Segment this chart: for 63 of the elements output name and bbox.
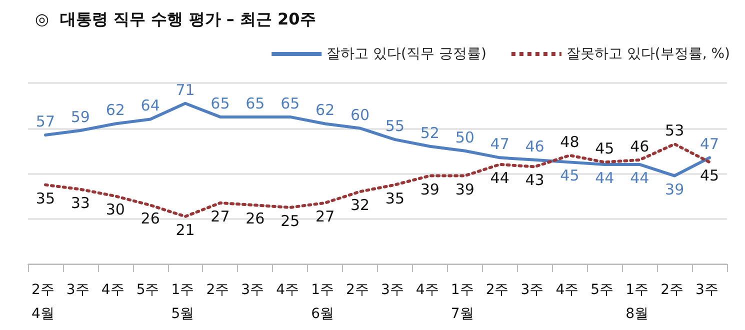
data-label: 27 xyxy=(316,207,335,226)
data-label: 64 xyxy=(140,96,160,115)
data-label: 26 xyxy=(140,210,160,228)
x-tick-label: 4주 xyxy=(556,282,579,298)
data-label: 45 xyxy=(595,140,614,158)
x-tick-label: 1주 6월 xyxy=(311,282,334,322)
data-label: 52 xyxy=(420,124,440,142)
data-label: 71 xyxy=(176,80,195,99)
data-label: 47 xyxy=(490,135,510,154)
data-label: 46 xyxy=(630,137,650,156)
x-tick-label: 3주 xyxy=(241,282,264,298)
data-label: 65 xyxy=(210,94,230,112)
x-tick-label: 1주 5월 xyxy=(171,282,194,322)
data-label: 65 xyxy=(246,94,265,112)
x-tick-label: 3주 xyxy=(696,282,718,298)
data-label: 39 xyxy=(665,180,684,198)
data-label: 27 xyxy=(210,207,230,226)
data-label: 62 xyxy=(106,101,125,120)
data-label: 53 xyxy=(665,122,684,140)
x-tick-label: 4주 xyxy=(101,282,124,298)
x-tick-label: 1주 8월 xyxy=(626,282,649,322)
x-tick-label: 2주 xyxy=(660,282,684,298)
x-tick-label: 5주 xyxy=(136,282,160,298)
x-tick-label: 2주 xyxy=(206,282,230,298)
x-tick-label: 2주 xyxy=(346,282,369,298)
x-tick-label: 3주 xyxy=(520,282,544,298)
data-label: 39 xyxy=(420,180,440,198)
chart-title: ◎ 대통령 직무 수행 평가 – 최근 20주 xyxy=(35,10,316,28)
data-label: 62 xyxy=(316,101,335,120)
data-label: 35 xyxy=(385,189,405,208)
x-tick-label: 3주 xyxy=(66,282,90,298)
data-label: 45 xyxy=(560,166,580,185)
data-label: 47 xyxy=(700,135,720,154)
data-label: 43 xyxy=(525,171,544,190)
x-tick-label: 1주 7월 xyxy=(450,282,474,322)
data-label: 30 xyxy=(106,200,125,219)
x-tick-label: 5주 xyxy=(590,282,614,298)
data-label: 45 xyxy=(700,166,720,185)
data-label: 35 xyxy=(36,189,56,208)
data-label: 46 xyxy=(525,137,544,156)
data-label: 21 xyxy=(176,220,195,239)
data-label: 39 xyxy=(455,180,474,198)
x-tick-label: 4주 xyxy=(416,282,439,298)
legend-label: 잘하고 있다(직무 긍정률) xyxy=(326,46,486,62)
data-label: 50 xyxy=(455,128,474,146)
x-tick-label: 4주 xyxy=(276,282,300,298)
data-label: 65 xyxy=(280,94,300,112)
data-label: 32 xyxy=(350,196,370,214)
data-label: 33 xyxy=(70,194,90,212)
data-label: 48 xyxy=(560,132,580,151)
data-label: 59 xyxy=(70,108,90,126)
data-label: 25 xyxy=(280,212,300,230)
x-tick-label: 3주 xyxy=(380,282,404,298)
legend-label: 잘못하고 있다(부정률, %) xyxy=(566,46,730,62)
data-label: 57 xyxy=(36,112,56,131)
x-tick-label: 2주 4월 xyxy=(31,282,54,322)
data-label: 55 xyxy=(385,117,405,136)
x-tick-label: 2주 xyxy=(486,282,509,298)
data-label: 44 xyxy=(490,168,510,187)
data-label: 44 xyxy=(595,168,614,187)
data-label: 60 xyxy=(350,106,370,124)
data-label: 44 xyxy=(630,168,650,187)
data-label: 26 xyxy=(246,210,265,228)
